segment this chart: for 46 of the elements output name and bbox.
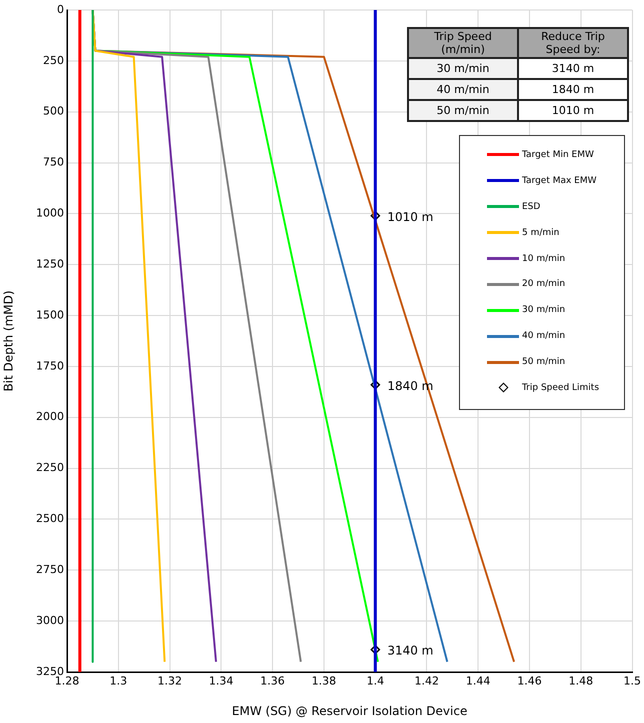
x-tick-label: 1.5 xyxy=(624,674,642,688)
legend-label: 10 m/min xyxy=(522,254,566,264)
y-tick-label: 1250 xyxy=(36,257,64,270)
legend-label: Trip Speed Limits xyxy=(522,382,600,393)
legend-label: 30 m/min xyxy=(522,305,566,316)
annotation: Reduce Trip Speed by: xyxy=(518,28,628,58)
y-tick-label: 0 xyxy=(57,2,64,16)
y-tick-label: 500 xyxy=(43,104,64,118)
y-tick-label: 1750 xyxy=(36,359,64,372)
x-tick-label: 1.34 xyxy=(208,674,234,688)
y-axis-title: Bit Depth (mMD) xyxy=(1,290,16,392)
x-tick-label: 1.36 xyxy=(260,674,285,688)
legend-label: ESD xyxy=(522,202,540,212)
legend-label: 50 m/min xyxy=(522,357,566,368)
y-tick-label: 750 xyxy=(43,156,64,169)
x-axis-title: EMW (SG) @ Reservoir Isolation Device xyxy=(232,704,468,718)
annotation: 3140 m xyxy=(518,58,628,79)
x-tick-label: 1.42 xyxy=(414,674,439,688)
x-tick-label: 1.46 xyxy=(517,674,542,688)
y-tick-label: 1000 xyxy=(36,206,64,220)
data-label: 1010 m xyxy=(387,210,434,224)
x-tick-label: 1.32 xyxy=(158,674,182,688)
x-tick-label: 1.44 xyxy=(466,674,490,688)
legend-label: 5 m/min xyxy=(522,228,560,238)
data-label: 3140 m xyxy=(387,644,434,658)
annotation: 1010 m xyxy=(518,100,628,121)
annotation: 50 m/min xyxy=(408,100,518,121)
x-tick-label: 1.48 xyxy=(568,674,594,688)
y-tick-label: 2750 xyxy=(36,563,64,576)
x-tick-label: 1.38 xyxy=(312,674,336,688)
annotation: Trip Speed (m/min) xyxy=(408,28,518,58)
annotation: 40 m/min xyxy=(408,79,518,100)
legend-label: 20 m/min xyxy=(522,279,566,290)
legend-label: Target Max EMW xyxy=(522,176,597,186)
x-tick-label: 1.4 xyxy=(366,674,384,688)
y-tick-label: 2250 xyxy=(36,461,64,474)
annotation: 30 m/min xyxy=(408,58,518,79)
y-tick-label: 2500 xyxy=(36,512,64,526)
y-tick-label: 3000 xyxy=(36,614,64,627)
annotation: 1840 m xyxy=(518,79,628,100)
y-tick-label: 2000 xyxy=(36,410,64,424)
x-tick-label: 1.3 xyxy=(110,674,128,688)
legend-label: 40 m/min xyxy=(522,331,566,342)
y-tick-label: 250 xyxy=(43,54,64,67)
legend-label: Target Min EMW xyxy=(522,150,594,160)
y-tick-label: 1500 xyxy=(36,308,64,322)
